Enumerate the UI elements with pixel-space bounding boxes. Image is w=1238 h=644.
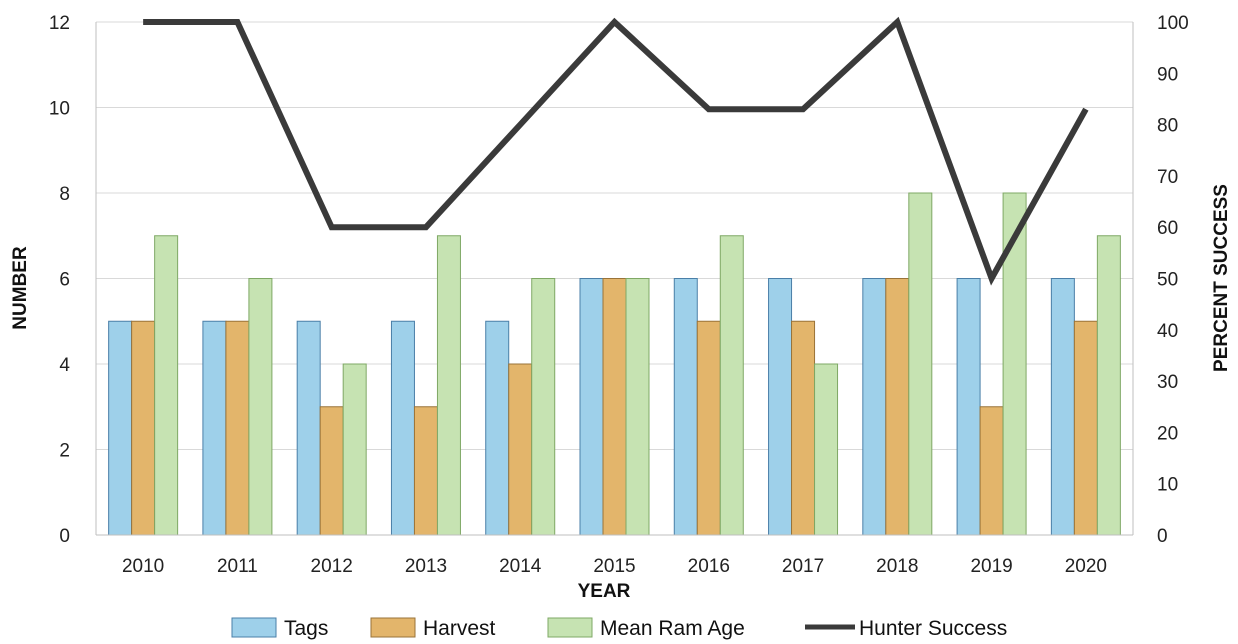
bar-harvest-2014 [508,363,533,536]
legend-item-harvest: Harvest [370,617,496,640]
legend-label-harvest: Harvest [423,617,496,640]
legend-swatch-harvest [370,617,416,638]
bar-harvest-2012 [319,406,344,536]
bar-mean-ram-age-2012 [342,363,367,536]
y-tick-label: 4 [59,355,70,376]
bar-tags-2013 [390,320,415,536]
bar-mean-ram-age-2020 [1096,235,1121,536]
bar-harvest-2019 [979,406,1004,536]
legend-swatch-mean-ram-age [547,617,593,638]
y2-tick-label: 30 [1157,372,1178,393]
x-tick-label: 2019 [970,556,1012,577]
legend-swatch-tags [231,617,277,638]
legend-label-mean-ram-age: Mean Ram Age [600,617,745,640]
bar-mean-ram-age-2013 [436,235,461,536]
y-tick-label: 12 [49,13,70,34]
x-tick-label: 2010 [122,556,164,577]
y-tick-label: 0 [59,526,70,547]
x-tick-label: 2016 [688,556,730,577]
y2-tick-label: 10 [1157,475,1178,496]
x-tick-label: 2018 [876,556,918,577]
bar-tags-2011 [202,320,227,536]
x-tick-label: 2020 [1065,556,1107,577]
bar-mean-ram-age-2019 [1002,192,1027,536]
line-series [143,16,1089,286]
line-hunter-success [143,16,1089,286]
bar-mean-ram-age-2018 [908,192,933,536]
x-tick-label: 2011 [217,556,258,577]
x-tick-label: 2017 [782,556,824,577]
y2-tick-label: 100 [1157,13,1189,34]
bar-harvest-2010 [131,320,156,536]
legend-item-mean-ram-age: Mean Ram Age [547,617,745,640]
bar-tags-2020 [1050,278,1075,536]
x-tick-label: 2015 [593,556,635,577]
legend-label-tags: Tags [284,617,328,640]
y2-tick-label: 40 [1157,321,1178,342]
y-tick-label: 8 [59,184,70,205]
y2-tick-label: 80 [1157,116,1178,137]
bar-mean-ram-age-2014 [531,278,556,536]
legend-item-tags: Tags [231,617,328,640]
bar-tags-2010 [108,320,133,536]
x-tick-label: 2012 [311,556,353,577]
tick-labels: 0 2 4 6 8 10 12 0 10 20 30 40 50 60 70 80 90 100 2010 2011 2… [49,13,1189,577]
bar-tags-2018 [862,278,887,536]
bar-mean-ram-age-2016 [719,235,744,536]
bar-tags-2012 [296,320,321,536]
legend-label-hunter-success: Hunter Success [859,617,1007,640]
x-tick-label: 2013 [405,556,447,577]
bar-harvest-2013 [413,406,438,536]
y-tick-label: 10 [49,99,70,120]
y2-tick-label: 20 [1157,423,1178,444]
y2-tick-label: 70 [1157,167,1178,188]
y-axis-title: NUMBER [10,246,31,330]
y2-tick-label: 0 [1157,526,1168,547]
bar-harvest-2018 [885,278,910,536]
x-axis-title: YEAR [578,581,631,602]
legend-item-hunter-success: Hunter Success [805,617,1007,640]
bar-harvest-2011 [225,320,250,536]
x-tick-label: 2014 [499,556,542,577]
axes [95,22,1134,536]
legend: Tags Harvest Mean Ram Age Hunter Success [231,617,1007,640]
y2-tick-label: 50 [1157,270,1178,291]
bar-harvest-2016 [696,320,721,536]
bar-tags-2015 [579,278,604,536]
y2-tick-label: 90 [1157,64,1178,85]
bar-mean-ram-age-2015 [625,278,650,536]
y-tick-label: 2 [59,441,70,462]
bar-mean-ram-age-2010 [154,235,179,536]
bar-tags-2014 [485,320,510,536]
y2-axis-title: PERCENT SUCCESS [1211,184,1232,372]
bar-tags-2017 [768,278,793,536]
bar-harvest-2017 [791,320,816,536]
bars [108,192,1121,536]
bar-mean-ram-age-2017 [814,363,839,536]
bar-harvest-2015 [602,278,627,536]
bar-harvest-2020 [1073,320,1098,536]
y2-tick-label: 60 [1157,218,1178,239]
bar-mean-ram-age-2011 [248,278,273,536]
bar-tags-2019 [956,278,981,536]
bar-tags-2016 [673,278,698,536]
y-tick-label: 6 [59,270,70,291]
